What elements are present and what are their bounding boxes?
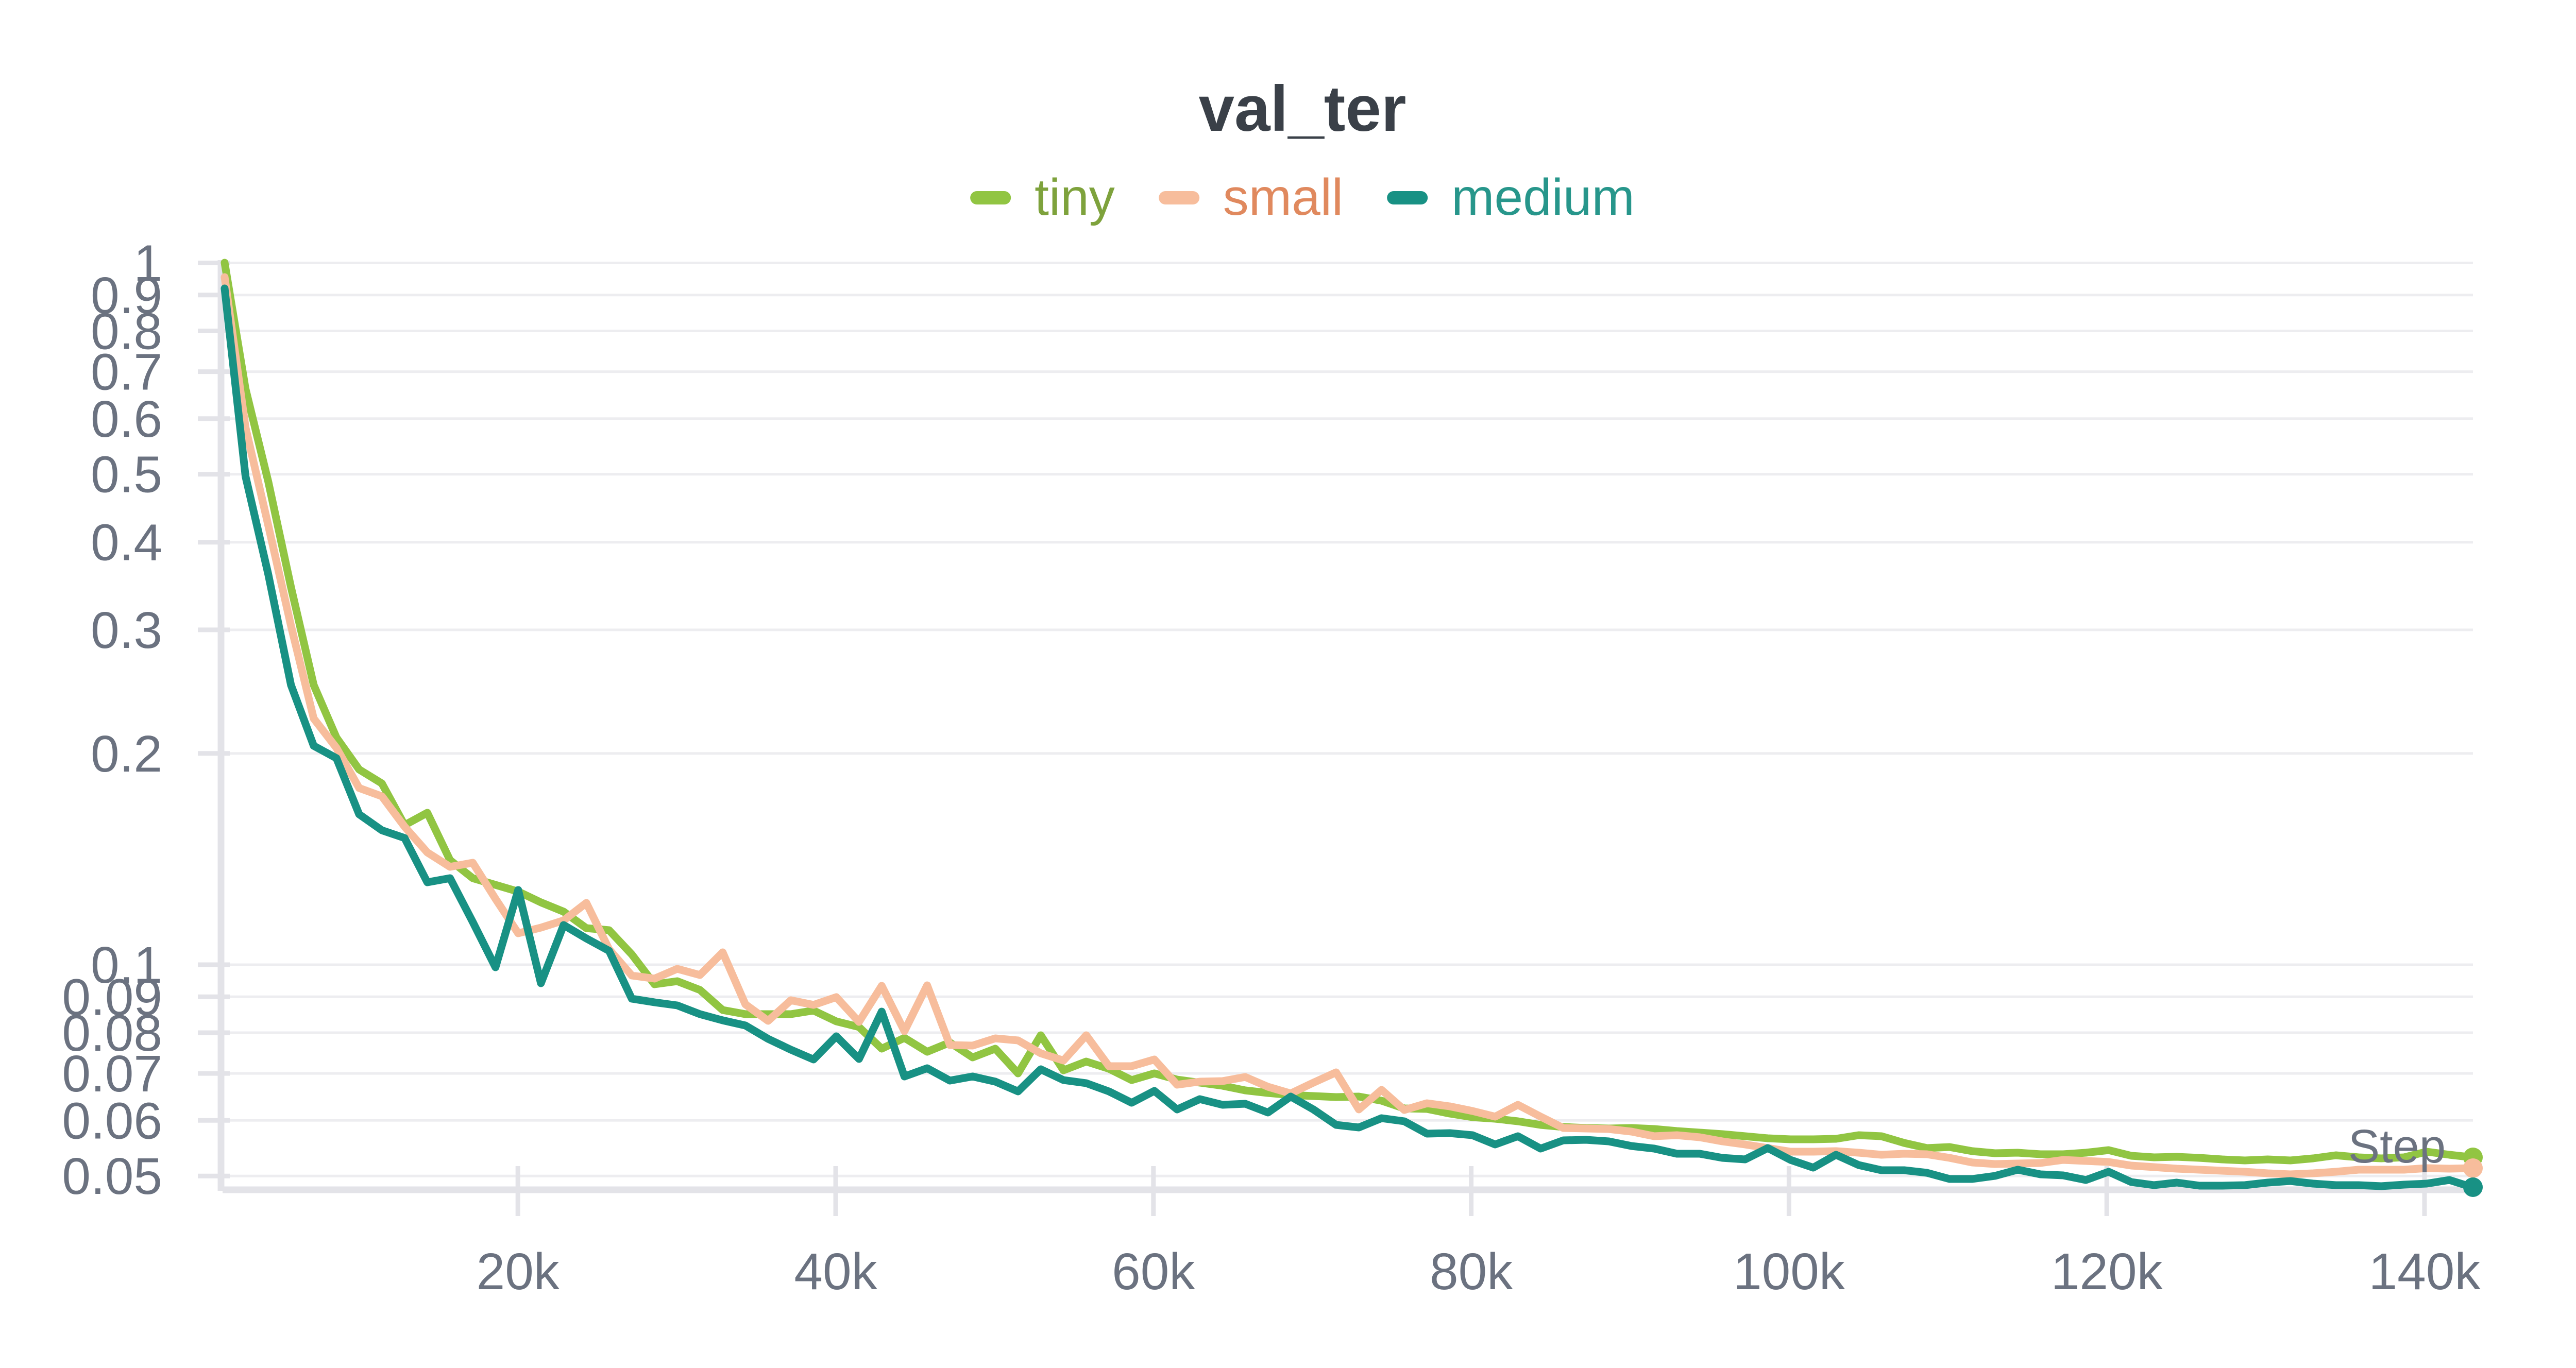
svg-text:40k: 40k	[794, 1243, 877, 1301]
svg-text:100k: 100k	[1733, 1243, 1845, 1301]
svg-text:0.6: 0.6	[91, 390, 162, 448]
svg-text:60k: 60k	[1112, 1243, 1195, 1301]
svg-text:80k: 80k	[1430, 1243, 1513, 1301]
svg-text:0.8: 0.8	[91, 303, 162, 361]
svg-text:0.9: 0.9	[91, 267, 162, 324]
svg-text:0.07: 0.07	[62, 1045, 162, 1103]
svg-text:0.3: 0.3	[91, 602, 162, 659]
svg-text:0.08: 0.08	[62, 1004, 162, 1062]
svg-text:0.2: 0.2	[91, 725, 162, 783]
svg-text:120k: 120k	[2051, 1243, 2163, 1301]
svg-text:20k: 20k	[477, 1243, 560, 1301]
svg-text:1: 1	[133, 235, 162, 293]
svg-text:0.1: 0.1	[91, 936, 162, 994]
svg-text:0.06: 0.06	[62, 1092, 162, 1150]
svg-text:Step: Step	[2348, 1120, 2446, 1173]
svg-text:0.4: 0.4	[91, 514, 162, 572]
svg-text:0.05: 0.05	[62, 1148, 162, 1205]
svg-text:140k: 140k	[2369, 1243, 2481, 1301]
svg-text:0.7: 0.7	[91, 344, 162, 401]
svg-text:0.5: 0.5	[91, 446, 162, 504]
svg-text:0.09: 0.09	[62, 968, 162, 1026]
